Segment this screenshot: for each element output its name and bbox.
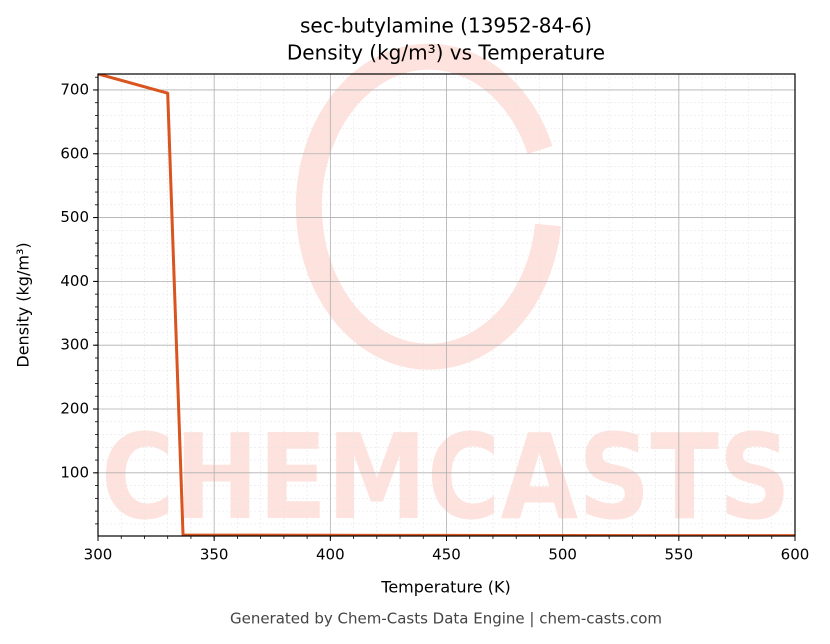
x-tick-label: 300 <box>84 546 113 564</box>
x-axis-label: Temperature (K) <box>380 578 510 597</box>
y-tick-label: 200 <box>60 400 89 418</box>
watermark <box>295 43 561 370</box>
x-tick-label: 350 <box>200 546 229 564</box>
y-tick-label: 700 <box>60 80 89 98</box>
y-axis-label: Density (kg/m³) <box>14 242 33 367</box>
x-tick-label: 400 <box>316 546 345 564</box>
y-tick-label: 300 <box>60 336 89 354</box>
x-tick-label: 550 <box>665 546 694 564</box>
y-tick-label: 100 <box>60 463 89 481</box>
x-tick-label: 500 <box>548 546 577 564</box>
y-tick-label: 500 <box>60 208 89 226</box>
chart-subtitle: Density (kg/m³) vs Temperature <box>287 41 605 65</box>
y-tick-label: 600 <box>60 144 89 162</box>
x-tick-label: 600 <box>781 546 810 564</box>
plot-frame <box>97 73 796 537</box>
watermark-logo <box>295 43 561 370</box>
chart-title: sec-butylamine (13952-84-6) <box>300 14 592 38</box>
y-tick-label: 400 <box>60 272 89 290</box>
x-tick-label: 450 <box>432 546 461 564</box>
footer: Generated by Chem-Casts Data Engine | ch… <box>230 610 662 628</box>
watermark-text: CHEMCASTS <box>101 408 791 546</box>
